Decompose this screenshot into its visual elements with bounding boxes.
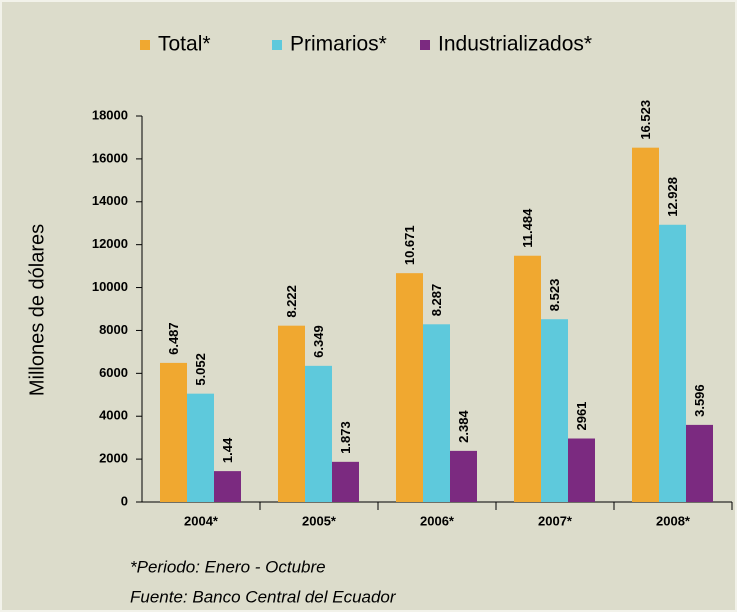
x-tick-label: 2008* [656,513,691,528]
value-label: 2.384 [456,410,471,443]
bar [632,147,659,502]
value-label: 5.052 [193,353,208,386]
y-tick-label: 10000 [92,279,128,294]
value-label: 6.487 [166,322,181,355]
value-label: 8.523 [547,279,562,312]
y-tick-label: 0 [121,493,128,508]
legend-label: Primarios* [290,33,387,56]
value-label: 6.349 [311,325,326,358]
y-tick-label: 8000 [99,322,128,337]
bar [160,362,187,502]
bar [214,471,241,502]
value-label: 8.287 [429,284,444,317]
bar [514,255,541,502]
x-tick-label: 2007* [538,513,573,528]
bar [423,324,450,502]
bar [187,393,214,502]
y-tick-label: 2000 [99,451,128,466]
value-label: 11.484 [520,208,535,248]
x-tick-label: 2006* [420,513,455,528]
legend-swatch [140,40,150,50]
bar [450,450,477,502]
y-tick-label: 4000 [99,408,128,423]
y-tick-label: 18000 [92,107,128,122]
bar [396,273,423,502]
value-label: 10.671 [402,225,417,265]
legend-label: Total* [158,33,211,56]
note: Fuente: Banco Central del Ecuador [130,587,397,606]
bar [332,461,359,502]
y-tick-label: 16000 [92,150,128,165]
legend-label: Industrializados* [438,33,592,56]
bar [659,224,686,502]
bar [541,319,568,502]
y-tick-label: 12000 [92,236,128,251]
legend-swatch [420,40,430,50]
bar [568,438,595,502]
value-label: 1.873 [338,421,353,454]
value-label: 2961 [574,402,589,431]
y-tick-label: 14000 [92,193,128,208]
value-label: 3.596 [692,384,707,417]
x-tick-label: 2004* [184,513,219,528]
y-tick-label: 6000 [99,365,128,380]
x-tick-label: 2005* [302,513,337,528]
legend-swatch [272,40,282,50]
bar [686,424,713,502]
value-label: 12.928 [665,177,680,217]
value-label: 16.523 [638,100,653,140]
value-label: 1.44 [220,437,235,463]
note: *Periodo: Enero - Octubre [130,557,326,576]
value-label: 8.222 [284,285,299,318]
y-axis-label: Millones de dólares [26,224,48,396]
bar [278,325,305,502]
bar [305,365,332,502]
